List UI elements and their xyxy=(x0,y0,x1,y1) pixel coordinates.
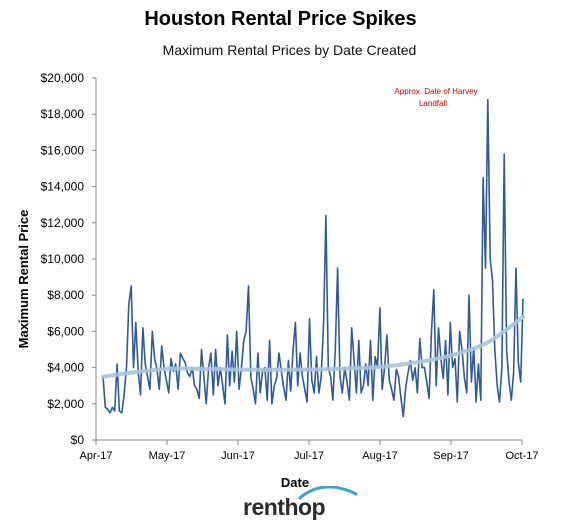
chart-subtitle: Maximum Rental Prices by Date Created xyxy=(162,42,417,58)
x-tick-label: Aug-17 xyxy=(362,450,397,462)
y-tick-label: $16,000 xyxy=(41,143,85,157)
y-tick-label: $12,000 xyxy=(41,216,85,230)
trend-line xyxy=(101,314,525,379)
renthop-logo: renthop xyxy=(243,494,326,520)
x-tick-label: Sep-17 xyxy=(433,450,468,462)
y-axis-label: Maximum Rental Price xyxy=(16,210,31,349)
y-tick-label: $18,000 xyxy=(41,107,85,121)
y-tick-label: $14,000 xyxy=(41,180,85,194)
y-tick-label: $8,000 xyxy=(47,288,84,302)
x-tick-label: Jun-17 xyxy=(221,450,255,462)
x-axis-label: Date xyxy=(281,475,309,490)
x-tick-label: Apr-17 xyxy=(79,450,112,462)
y-tick-label: $4,000 xyxy=(47,361,84,375)
x-tick-label: Oct-17 xyxy=(505,450,538,462)
y-tick-label: $0 xyxy=(71,433,85,447)
annotation-line-1: Approx. Date of Harvey xyxy=(394,87,477,96)
x-tick-label: Jul-17 xyxy=(294,450,324,462)
annotation-line-2: Landfall xyxy=(419,99,447,108)
renthop-swoosh-icon xyxy=(298,486,358,500)
y-tick-label: $6,000 xyxy=(47,324,84,338)
x-tick-label: May-17 xyxy=(149,450,186,462)
y-tick-label: $2,000 xyxy=(47,397,84,411)
y-tick-label: $10,000 xyxy=(41,252,85,266)
y-tick-label: $20,000 xyxy=(41,71,85,85)
chart-title: Houston Rental Price Spikes xyxy=(144,8,417,30)
